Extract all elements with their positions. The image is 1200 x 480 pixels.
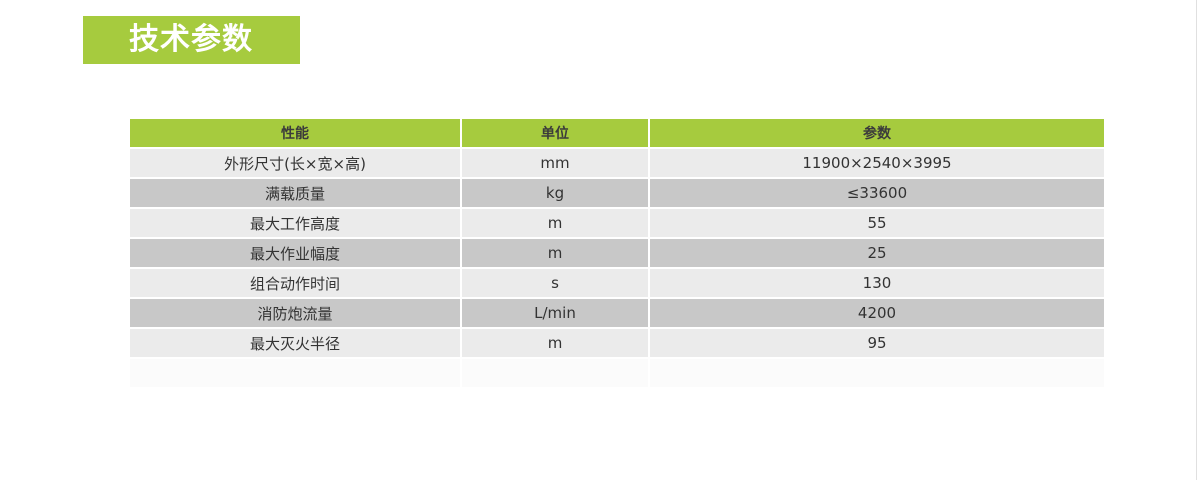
section-title: 技术参数 (129, 22, 253, 57)
cell-unit: mm (462, 149, 648, 177)
cell-performance: 最大灭火半径 (130, 329, 460, 357)
cell-unit: s (462, 269, 648, 297)
cell-value: 55 (650, 209, 1104, 237)
empty-cell (462, 359, 648, 387)
cell-unit: L/min (462, 299, 648, 327)
cell-performance: 组合动作时间 (130, 269, 460, 297)
cell-unit: m (462, 209, 648, 237)
empty-cell (650, 359, 1104, 387)
cell-value: ≤33600 (650, 179, 1104, 207)
header-parameter: 参数 (650, 119, 1104, 147)
divider (1196, 0, 1197, 480)
cell-value: 130 (650, 269, 1104, 297)
header-unit: 单位 (462, 119, 648, 147)
cell-value: 95 (650, 329, 1104, 357)
cell-performance: 满载质量 (130, 179, 460, 207)
cell-performance: 消防炮流量 (130, 299, 460, 327)
cell-unit: m (462, 239, 648, 267)
section-title-banner: 技术参数 (83, 16, 300, 64)
cell-performance: 最大作业幅度 (130, 239, 460, 267)
cell-unit: m (462, 329, 648, 357)
cell-performance: 最大工作高度 (130, 209, 460, 237)
cell-unit: kg (462, 179, 648, 207)
empty-cell (130, 359, 460, 387)
cell-performance: 外形尺寸(长×宽×高) (130, 149, 460, 177)
cell-value: 4200 (650, 299, 1104, 327)
header-performance: 性能 (130, 119, 460, 147)
cell-value: 25 (650, 239, 1104, 267)
cell-value: 11900×2540×3995 (650, 149, 1104, 177)
